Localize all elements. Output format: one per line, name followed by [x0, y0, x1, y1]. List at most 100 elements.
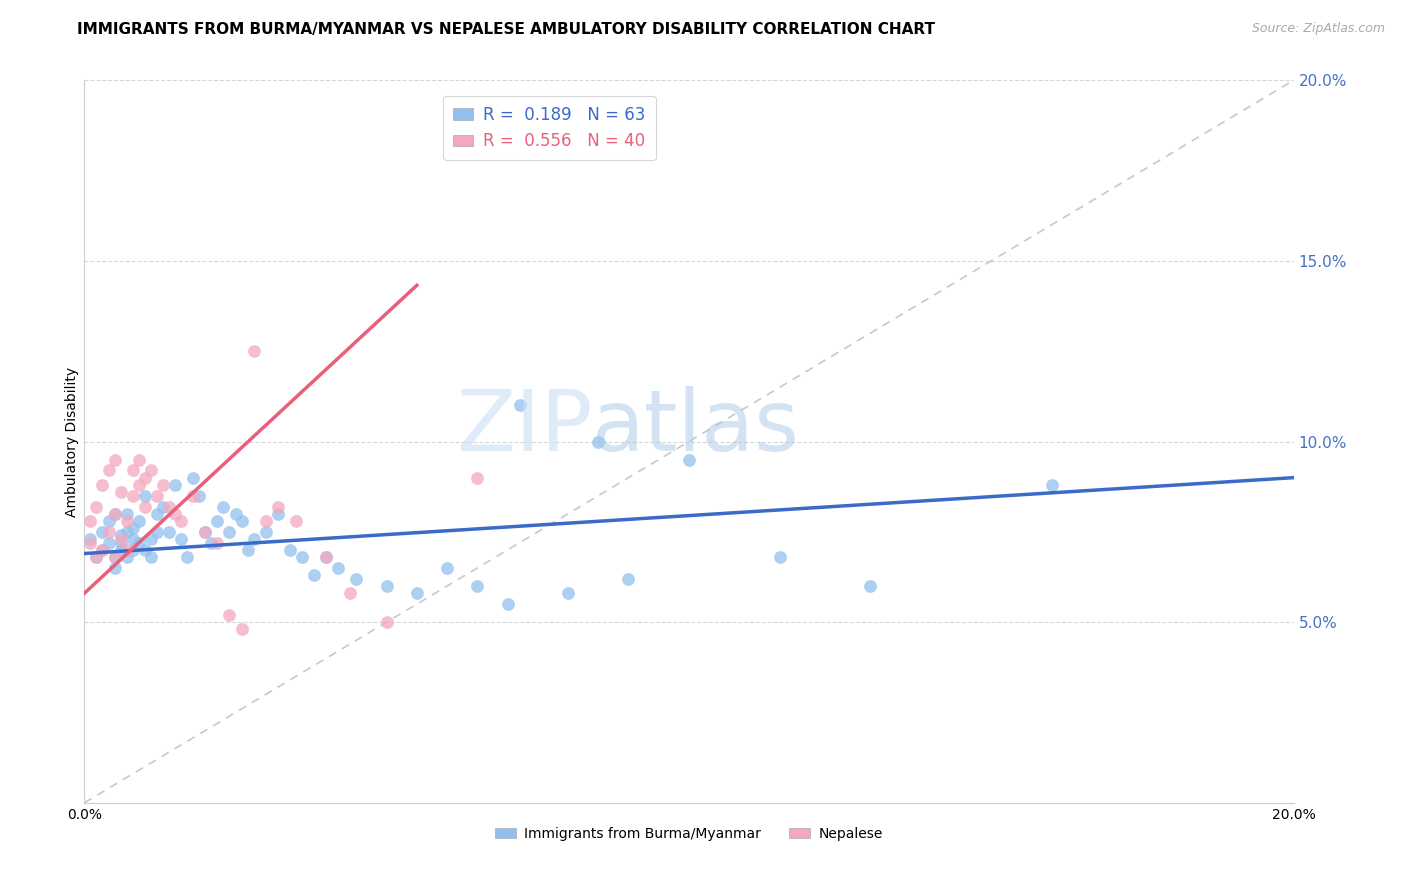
- Point: [225, 507, 247, 521]
- Point: [139, 532, 162, 546]
- Point: [128, 478, 150, 492]
- Point: [104, 452, 127, 467]
- Point: [194, 524, 217, 539]
- Point: [152, 478, 174, 492]
- Point: [86, 500, 108, 514]
- Point: [267, 500, 290, 514]
- Point: [194, 524, 217, 539]
- Point: [97, 463, 120, 477]
- Point: [170, 532, 193, 546]
- Point: [859, 579, 882, 593]
- Point: [121, 542, 143, 557]
- Point: [165, 478, 187, 492]
- Text: atlas: atlas: [592, 385, 800, 468]
- Point: [79, 532, 101, 546]
- Point: [91, 542, 114, 557]
- Point: [181, 489, 204, 503]
- Point: [509, 398, 531, 412]
- Point: [104, 550, 127, 565]
- Point: [152, 500, 174, 514]
- Point: [79, 514, 101, 528]
- Point: [496, 597, 519, 611]
- Point: [242, 532, 264, 546]
- Point: [134, 471, 156, 485]
- Point: [91, 542, 114, 557]
- Point: [436, 561, 458, 575]
- Point: [134, 489, 156, 503]
- Point: [302, 568, 325, 582]
- Point: [231, 514, 253, 528]
- Point: [104, 561, 127, 575]
- Point: [110, 542, 132, 557]
- Text: IMMIGRANTS FROM BURMA/MYANMAR VS NEPALESE AMBULATORY DISABILITY CORRELATION CHAR: IMMIGRANTS FROM BURMA/MYANMAR VS NEPALES…: [77, 22, 935, 37]
- Point: [157, 524, 180, 539]
- Point: [110, 535, 132, 549]
- Point: [139, 463, 162, 477]
- Point: [104, 507, 127, 521]
- Point: [97, 524, 120, 539]
- Point: [218, 524, 240, 539]
- Point: [406, 586, 429, 600]
- Point: [79, 535, 101, 549]
- Point: [115, 542, 138, 557]
- Point: [165, 507, 187, 521]
- Point: [236, 542, 259, 557]
- Point: [110, 485, 132, 500]
- Point: [207, 535, 229, 549]
- Point: [375, 579, 398, 593]
- Point: [328, 561, 350, 575]
- Point: [128, 452, 150, 467]
- Point: [207, 514, 229, 528]
- Point: [242, 344, 264, 359]
- Point: [170, 514, 193, 528]
- Point: [134, 500, 156, 514]
- Point: [254, 514, 277, 528]
- Point: [678, 452, 700, 467]
- Point: [315, 550, 337, 565]
- Point: [157, 500, 180, 514]
- Point: [346, 572, 368, 586]
- Point: [121, 521, 143, 535]
- Point: [254, 524, 277, 539]
- Point: [121, 532, 143, 546]
- Point: [278, 542, 301, 557]
- Point: [315, 550, 337, 565]
- Point: [181, 471, 204, 485]
- Point: [339, 586, 361, 600]
- Point: [557, 586, 579, 600]
- Point: [617, 572, 640, 586]
- Point: [110, 532, 132, 546]
- Point: [128, 514, 150, 528]
- Point: [86, 550, 108, 565]
- Point: [467, 579, 489, 593]
- Text: ZIP: ZIP: [456, 385, 592, 468]
- Point: [218, 607, 240, 622]
- Point: [115, 524, 138, 539]
- Point: [291, 550, 314, 565]
- Point: [110, 528, 132, 542]
- Point: [769, 550, 792, 565]
- Point: [97, 514, 120, 528]
- Point: [146, 507, 169, 521]
- Point: [231, 623, 253, 637]
- Point: [97, 535, 120, 549]
- Text: Source: ZipAtlas.com: Source: ZipAtlas.com: [1251, 22, 1385, 36]
- Point: [212, 500, 235, 514]
- Point: [188, 489, 211, 503]
- Point: [104, 550, 127, 565]
- Point: [146, 489, 169, 503]
- Point: [115, 550, 138, 565]
- Point: [467, 471, 489, 485]
- Point: [91, 478, 114, 492]
- Point: [91, 524, 114, 539]
- Point: [115, 514, 138, 528]
- Point: [176, 550, 198, 565]
- Point: [588, 434, 610, 449]
- Point: [200, 535, 222, 549]
- Point: [1040, 478, 1063, 492]
- Point: [375, 615, 398, 630]
- Point: [86, 550, 108, 565]
- Point: [115, 507, 138, 521]
- Point: [285, 514, 308, 528]
- Point: [128, 535, 150, 549]
